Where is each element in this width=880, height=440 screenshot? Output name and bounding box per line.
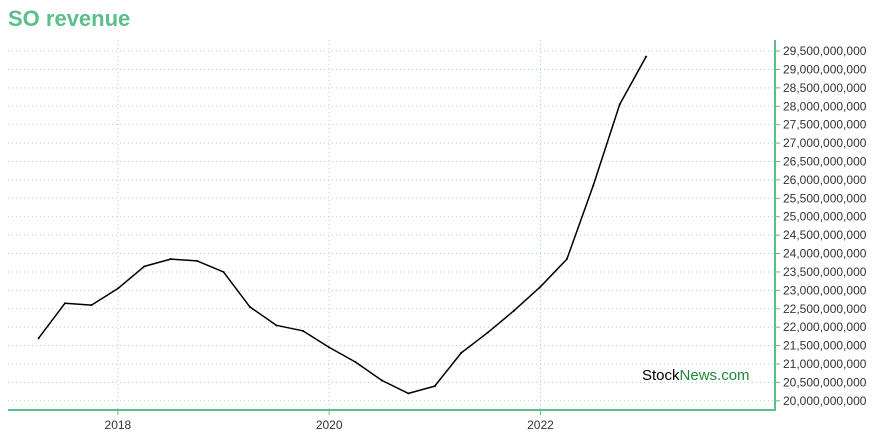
y-tick-label: 25,500,000,000 xyxy=(783,191,867,205)
data-point xyxy=(143,265,146,268)
y-tick-label: 21,000,000,000 xyxy=(783,357,867,371)
data-point xyxy=(618,103,621,106)
y-tick-label: 23,000,000,000 xyxy=(783,283,867,297)
data-point xyxy=(380,379,383,382)
data-point xyxy=(116,287,119,290)
watermark-stock: Stock xyxy=(642,367,680,384)
data-point xyxy=(592,184,595,187)
data-point xyxy=(565,258,568,261)
series xyxy=(37,55,648,395)
data-point xyxy=(460,351,463,354)
x-tick-label: 2020 xyxy=(316,418,343,432)
y-tick-label: 20,000,000,000 xyxy=(783,394,867,408)
data-point xyxy=(196,259,199,262)
axes xyxy=(8,40,780,415)
y-tick-label: 28,500,000,000 xyxy=(783,81,867,95)
watermark-news: News.com xyxy=(680,367,750,384)
data-point xyxy=(486,331,489,334)
data-point xyxy=(169,258,172,261)
y-tick-label: 23,500,000,000 xyxy=(783,265,867,279)
y-tick-label: 29,500,000,000 xyxy=(783,44,867,58)
y-tick-label: 28,000,000,000 xyxy=(783,99,867,113)
data-point xyxy=(301,329,304,332)
data-point xyxy=(645,55,648,58)
data-point xyxy=(407,392,410,395)
y-tick-label: 27,500,000,000 xyxy=(783,118,867,132)
grid xyxy=(8,40,775,410)
data-point xyxy=(328,346,331,349)
y-tick-label: 25,000,000,000 xyxy=(783,210,867,224)
data-point xyxy=(539,285,542,288)
watermark: StockNews.com xyxy=(642,367,750,384)
x-tick-label: 2022 xyxy=(527,418,554,432)
data-point xyxy=(433,385,436,388)
data-point xyxy=(64,302,67,305)
data-point xyxy=(275,324,278,327)
data-point xyxy=(222,270,225,273)
data-point xyxy=(248,305,251,308)
data-point xyxy=(37,337,40,340)
y-tick-label: 26,500,000,000 xyxy=(783,154,867,168)
chart-title: SO revenue xyxy=(8,6,131,31)
y-tick-label: 24,000,000,000 xyxy=(783,247,867,261)
data-point xyxy=(513,309,516,312)
y-tick-label: 24,500,000,000 xyxy=(783,228,867,242)
y-tick-label: 29,000,000,000 xyxy=(783,62,867,76)
y-tick-label: 21,500,000,000 xyxy=(783,339,867,353)
y-tick-label: 22,000,000,000 xyxy=(783,320,867,334)
y-tick-label: 20,500,000,000 xyxy=(783,375,867,389)
data-point xyxy=(354,361,357,364)
y-tick-label: 22,500,000,000 xyxy=(783,302,867,316)
y-tick-label: 26,000,000,000 xyxy=(783,173,867,187)
revenue-line xyxy=(38,56,647,395)
y-tick-label: 27,000,000,000 xyxy=(783,136,867,150)
x-tick-label: 2018 xyxy=(105,418,132,432)
tick-labels: 20,000,000,000 20,500,000,000 21,000,000,0… xyxy=(105,44,867,432)
data-point xyxy=(90,304,93,307)
